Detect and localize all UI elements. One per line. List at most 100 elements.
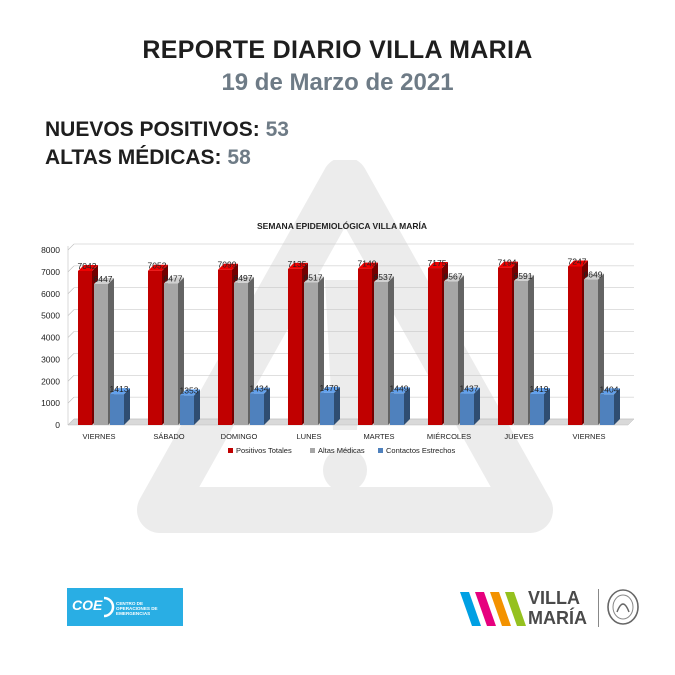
data-label: 6649 bbox=[584, 270, 603, 280]
coe-logo-text: COE bbox=[72, 597, 103, 613]
logo-stripe bbox=[505, 592, 526, 626]
bar bbox=[234, 282, 248, 425]
bar-side bbox=[474, 387, 480, 425]
bar-top bbox=[390, 387, 410, 394]
y-tick-label: 3000 bbox=[41, 354, 60, 364]
bar-top bbox=[600, 388, 620, 395]
bar bbox=[460, 393, 474, 425]
bar-side bbox=[388, 276, 394, 425]
bar bbox=[180, 395, 194, 425]
data-label: 1353 bbox=[180, 385, 199, 395]
bar-top bbox=[358, 262, 378, 269]
new-positives-stat: NUEVOS POSITIVOS: 53 bbox=[45, 118, 289, 142]
bar bbox=[148, 270, 162, 425]
logo-stripe bbox=[490, 592, 511, 626]
coe-logo-mark-icon bbox=[103, 596, 115, 618]
data-label: 1449 bbox=[390, 383, 409, 393]
y-tick-label: 6000 bbox=[41, 289, 60, 299]
data-label: 6517 bbox=[304, 272, 323, 282]
bar bbox=[584, 279, 598, 425]
bar bbox=[288, 268, 302, 425]
bar bbox=[164, 283, 178, 425]
x-tick-label: MIÉRCOLES bbox=[427, 432, 471, 441]
bar-side bbox=[334, 386, 340, 425]
data-label: 7042 bbox=[78, 261, 97, 271]
data-label: 6477 bbox=[164, 273, 183, 283]
discharges-label: ALTAS MÉDICAS: bbox=[45, 146, 222, 169]
coe-logo: COE CENTRO DE OPERACIONES DE EMERGENCIAS bbox=[67, 588, 183, 626]
villa-maria-logo-text: VILLA MARÍA bbox=[528, 588, 587, 628]
data-label: 1437 bbox=[460, 384, 479, 394]
legend-swatch bbox=[310, 448, 315, 453]
data-label: 7149 bbox=[358, 259, 377, 269]
x-tick-label: LUNES bbox=[296, 432, 321, 441]
bar bbox=[374, 282, 388, 425]
bar-side bbox=[528, 274, 534, 425]
bar-top bbox=[94, 277, 114, 284]
bar-top bbox=[250, 387, 270, 394]
logo-stripe bbox=[460, 592, 481, 626]
data-label: 6497 bbox=[234, 273, 253, 283]
bar bbox=[600, 394, 614, 425]
bar bbox=[78, 270, 92, 425]
x-tick-label: DOMINGO bbox=[221, 432, 258, 441]
data-label: 6567 bbox=[444, 271, 463, 281]
gridline-depth bbox=[67, 287, 75, 294]
bar-side bbox=[108, 277, 114, 425]
data-label: 7175 bbox=[428, 258, 447, 268]
villa-maria-logo-line1: VILLA bbox=[528, 588, 580, 608]
chart-title: SEMANA EPIDEMIOLÓGICA VILLA MARÍA bbox=[257, 220, 427, 231]
logo-divider bbox=[598, 589, 599, 627]
bar-side bbox=[614, 388, 620, 425]
bar bbox=[320, 392, 334, 425]
gridline-depth bbox=[67, 243, 75, 251]
legend-swatch bbox=[378, 448, 383, 453]
bar bbox=[250, 393, 264, 425]
bar-top bbox=[110, 388, 130, 395]
data-label: 6447 bbox=[94, 274, 113, 284]
bar-side bbox=[544, 387, 550, 425]
y-tick-label: 7000 bbox=[41, 267, 60, 277]
bar-side bbox=[248, 276, 254, 425]
bar bbox=[428, 268, 442, 425]
bar bbox=[514, 280, 528, 425]
bar-side bbox=[458, 275, 464, 425]
gridline-depth bbox=[67, 309, 75, 316]
bar-top bbox=[164, 277, 184, 284]
y-tick-label: 8000 bbox=[41, 245, 60, 255]
bar-top bbox=[304, 276, 324, 283]
city-seal-icon bbox=[607, 589, 639, 625]
data-label: 1434 bbox=[250, 384, 269, 394]
bar-top bbox=[320, 386, 340, 393]
data-label: 1413 bbox=[110, 384, 129, 394]
bar-top bbox=[568, 260, 588, 267]
bar-side bbox=[264, 387, 270, 425]
data-label: 7135 bbox=[288, 259, 307, 269]
bar bbox=[94, 283, 108, 425]
bar-top bbox=[234, 276, 254, 283]
bar-side bbox=[404, 387, 410, 425]
gridline-depth bbox=[67, 331, 75, 338]
gridline-depth bbox=[67, 396, 75, 404]
epidemiological-week-chart: SEMANA EPIDEMIOLÓGICA VILLA MARÍA 0 1000 20… bbox=[41, 220, 635, 455]
bar-top bbox=[180, 389, 200, 396]
bar-top bbox=[584, 273, 604, 280]
bar bbox=[358, 268, 372, 425]
legend-label: Altas Médicas bbox=[318, 446, 365, 455]
y-tick-label: 0 bbox=[55, 420, 60, 430]
x-tick-label: SÁBADO bbox=[153, 432, 184, 441]
x-tick-label: JUEVES bbox=[504, 432, 533, 441]
report-date: 19 de Marzo de 2021 bbox=[221, 69, 454, 96]
bar-top bbox=[444, 275, 464, 282]
bar-top bbox=[498, 261, 518, 268]
discharges-value: 58 bbox=[227, 146, 251, 169]
bar bbox=[304, 282, 318, 425]
bar-top bbox=[148, 264, 168, 271]
bar bbox=[568, 266, 582, 425]
gridline-depth bbox=[67, 353, 75, 360]
y-tick-label: 1000 bbox=[41, 398, 60, 408]
data-label: 6537 bbox=[374, 272, 393, 282]
villa-maria-logo-line2: MARÍA bbox=[528, 608, 587, 628]
bar bbox=[390, 393, 404, 425]
y-tick-label: 5000 bbox=[41, 311, 60, 321]
